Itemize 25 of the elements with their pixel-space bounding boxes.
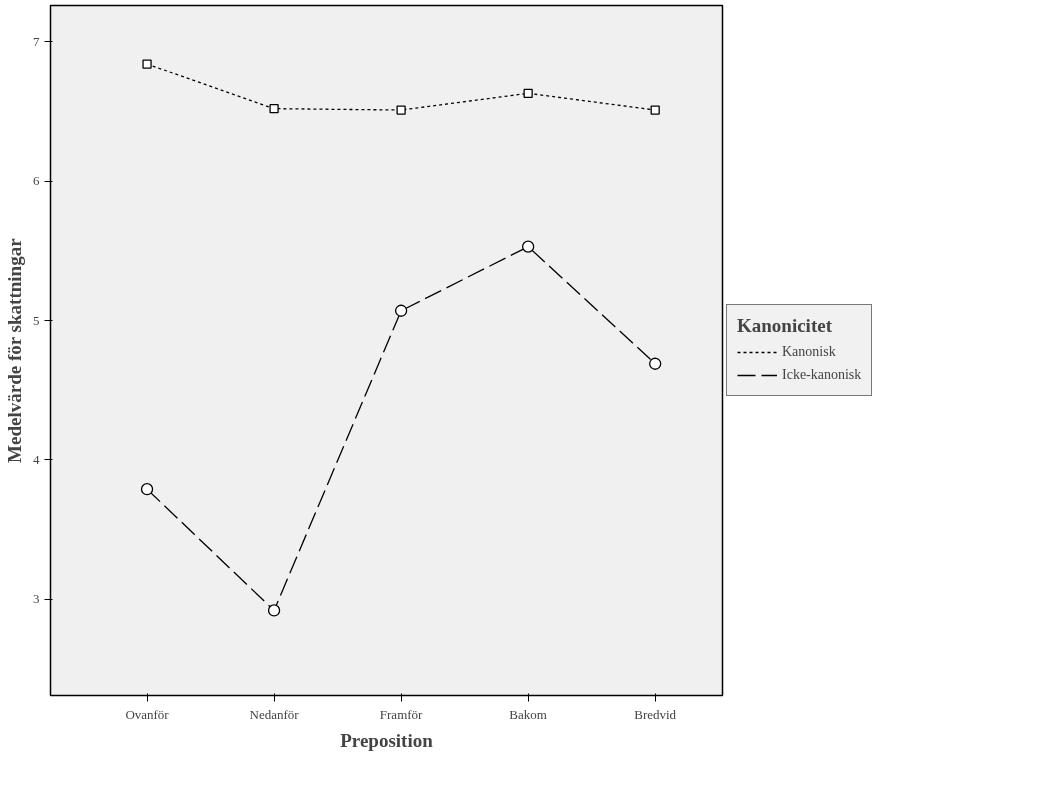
point bbox=[521, 240, 535, 253]
point bbox=[650, 105, 660, 115]
y-tick-label: 6 bbox=[33, 173, 40, 189]
point bbox=[649, 357, 662, 370]
y-axis-title: Medelvärde för skattningar bbox=[4, 237, 25, 463]
legend-label: Icke-kanonisk bbox=[782, 367, 862, 383]
x-axis-title: Preposition bbox=[340, 729, 434, 751]
legend-title: Kanonicitet bbox=[737, 315, 833, 337]
point bbox=[142, 59, 152, 69]
x-tick-label: Bakom bbox=[509, 706, 547, 722]
point bbox=[523, 88, 533, 98]
y-tick-label: 5 bbox=[33, 312, 40, 328]
point bbox=[394, 304, 408, 317]
point bbox=[396, 105, 406, 115]
x-tick-label: Bredvid bbox=[634, 706, 677, 722]
x-tick-label: Framför bbox=[379, 706, 424, 722]
y-tick-label: 4 bbox=[33, 451, 40, 467]
point bbox=[267, 604, 281, 617]
legend-label: Kanonisk bbox=[782, 344, 836, 360]
y-tick-label: 7 bbox=[33, 33, 40, 49]
x-tick-label: Nedanför bbox=[249, 706, 300, 722]
y-tick-label: 3 bbox=[33, 591, 40, 607]
x-tick-label: Ovanför bbox=[125, 706, 170, 722]
point bbox=[140, 483, 154, 496]
point bbox=[269, 104, 279, 114]
